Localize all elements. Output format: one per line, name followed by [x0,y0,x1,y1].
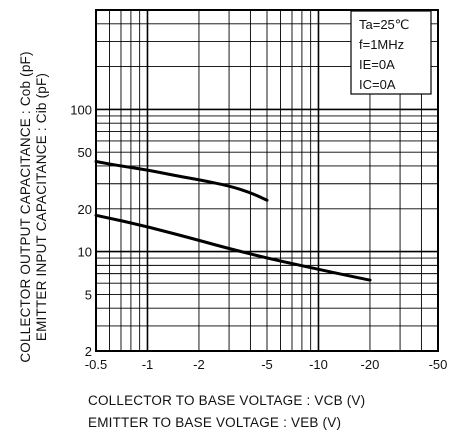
y-axis-label: COLLECTOR OUTPUT CAPACITANCE : Cob (pF) … [18,51,49,362]
y-tick-label: 2 [85,344,92,359]
x-tick-label: -5 [261,357,273,372]
tick-labels: -0.5 -1 -2 -5 -10 -20 -50 2 5 10 20 50 100 [70,102,447,372]
plot-frame [95,9,439,352]
x-tick-label: -2 [193,357,205,372]
x-tick-label: -50 [429,357,448,372]
legend-line-temperature: Ta=25℃ [359,17,409,32]
series-curve-2 [94,213,372,282]
x-axis-label-line-1: COLLECTOR TO BASE VOLTAGE : VCB (V) [88,393,365,408]
grid-major [96,10,438,351]
y-tick-label: 10 [78,245,92,260]
legend-line-frequency: f=1MHz [359,37,404,52]
x-tick-label: -0.5 [85,357,107,372]
legend-line-ic: IC=0A [359,77,396,92]
y-tick-label: 100 [70,102,92,117]
legend-line-ie: IE=0A [359,57,395,72]
y-axis-label-line-2: EMITTER INPUT CAPACITANCE : Cib (pF) [34,73,49,341]
y-tick-label: 20 [78,202,92,217]
legend-frame [350,10,432,95]
x-axis-label-line-2: EMITTER TO BASE VOLTAGE : VEB (V) [88,415,341,430]
y-axis-label-line-1: COLLECTOR OUTPUT CAPACITANCE : Cob (pF) [18,51,33,362]
x-tick-label: -20 [361,357,380,372]
x-tick-label: -10 [309,357,328,372]
series-layer [94,160,372,282]
y-tick-label: 50 [78,145,92,160]
legend-box: Ta=25℃ f=1MHz IE=0A IC=0A [350,10,432,95]
x-axis-label: COLLECTOR TO BASE VOLTAGE : VCB (V) EMIT… [88,393,365,430]
y-tick-label: 5 [85,287,92,302]
x-tick-label: -1 [142,357,154,372]
series-curve-1 [94,160,269,202]
